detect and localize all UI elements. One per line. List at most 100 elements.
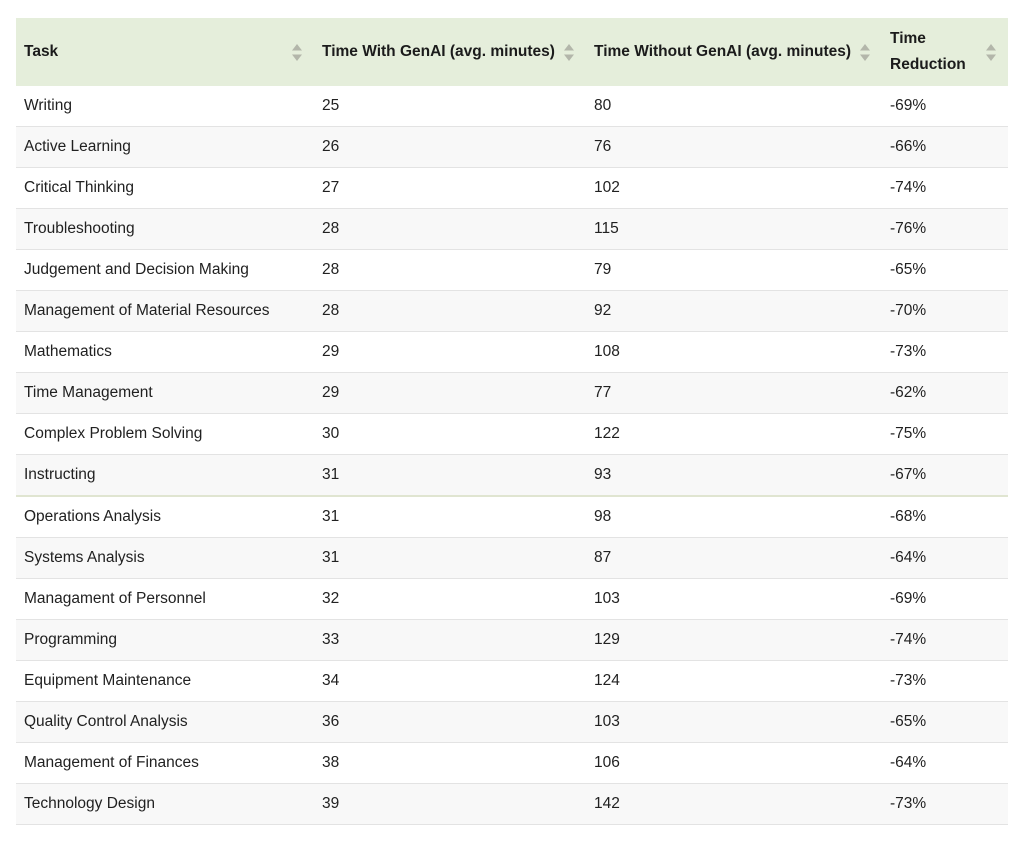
cell-without-genai: 76: [586, 126, 882, 168]
cell-task: Active Learning: [16, 126, 314, 168]
column-header-task[interactable]: Task: [16, 18, 314, 86]
cell-with-genai: 31: [314, 537, 586, 579]
cell-with-genai: 31: [314, 454, 586, 497]
cell-with-genai: 33: [314, 619, 586, 661]
cell-without-genai: 103: [586, 578, 882, 620]
table-header: Task Time With GenAI (avg. minutes): [16, 18, 1008, 86]
sort-arrows-icon[interactable]: [564, 43, 574, 61]
cell-with-genai: 25: [314, 86, 586, 127]
cell-reduction: -64%: [882, 742, 1008, 784]
cell-task: Writing: [16, 86, 314, 127]
table-row: Time Management 29 77 -62%: [16, 372, 1008, 414]
table-row: Troubleshooting 28 115 -76%: [16, 208, 1008, 250]
cell-task: Operations Analysis: [16, 496, 314, 538]
cell-without-genai: 87: [586, 537, 882, 579]
column-header-time-with-genai[interactable]: Time With GenAI (avg. minutes): [314, 18, 586, 86]
cell-without-genai: 142: [586, 783, 882, 825]
column-header-label: Time Reduction: [890, 30, 966, 73]
cell-without-genai: 92: [586, 290, 882, 332]
sort-arrows-icon[interactable]: [860, 43, 870, 61]
cell-reduction: -76%: [882, 208, 1008, 250]
cell-reduction: -68%: [882, 496, 1008, 538]
cell-without-genai: 106: [586, 742, 882, 784]
cell-reduction: -69%: [882, 86, 1008, 127]
cell-task: Systems Analysis: [16, 537, 314, 579]
table-row: Instructing 31 93 -67%: [16, 454, 1008, 497]
cell-without-genai: 98: [586, 496, 882, 538]
sort-arrows-icon[interactable]: [986, 43, 996, 61]
cell-reduction: -74%: [882, 619, 1008, 661]
cell-reduction: -73%: [882, 783, 1008, 825]
cell-task: Technology Design: [16, 783, 314, 825]
cell-without-genai: 102: [586, 167, 882, 209]
column-header-label: Task: [24, 43, 59, 60]
cell-with-genai: 32: [314, 578, 586, 620]
cell-task: Troubleshooting: [16, 208, 314, 250]
cell-reduction: -75%: [882, 413, 1008, 455]
cell-with-genai: 36: [314, 701, 586, 743]
cell-with-genai: 28: [314, 290, 586, 332]
cell-reduction: -74%: [882, 167, 1008, 209]
column-header-label: Time With GenAI (avg. minutes): [322, 43, 555, 60]
table-row: Quality Control Analysis 36 103 -65%: [16, 701, 1008, 743]
table-row: Equipment Maintenance 34 124 -73%: [16, 660, 1008, 702]
cell-with-genai: 31: [314, 496, 586, 538]
column-header-time-reduction[interactable]: Time Reduction: [882, 18, 1008, 86]
column-header-time-without-genai[interactable]: Time Without GenAI (avg. minutes): [586, 18, 882, 86]
table-row: Management of Finances 38 106 -64%: [16, 742, 1008, 784]
cell-reduction: -67%: [882, 454, 1008, 497]
cell-with-genai: 27: [314, 167, 586, 209]
table-row: Programming 33 129 -74%: [16, 619, 1008, 661]
cell-without-genai: 108: [586, 331, 882, 373]
cell-without-genai: 103: [586, 701, 882, 743]
cell-reduction: -64%: [882, 537, 1008, 579]
cell-reduction: -73%: [882, 331, 1008, 373]
cell-task: Equipment Maintenance: [16, 660, 314, 702]
cell-with-genai: 39: [314, 783, 586, 825]
cell-task: Managament of Personnel: [16, 578, 314, 620]
cell-with-genai: 26: [314, 126, 586, 168]
cell-task: Management of Material Resources: [16, 290, 314, 332]
table-row: Complex Problem Solving 30 122 -75%: [16, 413, 1008, 455]
table-row: Judgement and Decision Making 28 79 -65%: [16, 249, 1008, 291]
table-row: Mathematics 29 108 -73%: [16, 331, 1008, 373]
cell-with-genai: 30: [314, 413, 586, 455]
data-table-widget: Task Time With GenAI (avg. minutes): [16, 18, 1008, 825]
cell-with-genai: 29: [314, 372, 586, 414]
cell-with-genai: 29: [314, 331, 586, 373]
task-time-table: Task Time With GenAI (avg. minutes): [16, 18, 1008, 825]
column-header-label: Time Without GenAI (avg. minutes): [594, 43, 852, 60]
cell-without-genai: 115: [586, 208, 882, 250]
sort-arrows-icon[interactable]: [292, 43, 302, 61]
cell-task: Instructing: [16, 454, 314, 497]
cell-without-genai: 77: [586, 372, 882, 414]
cell-without-genai: 79: [586, 249, 882, 291]
cell-without-genai: 80: [586, 86, 882, 127]
cell-with-genai: 28: [314, 249, 586, 291]
cell-task: Quality Control Analysis: [16, 701, 314, 743]
table-body: Writing 25 80 -69% Active Learning 26 76 -66% Cr…: [16, 86, 1008, 825]
cell-task: Time Management: [16, 372, 314, 414]
table-row: Managament of Personnel 32 103 -69%: [16, 578, 1008, 620]
cell-reduction: -66%: [882, 126, 1008, 168]
cell-with-genai: 34: [314, 660, 586, 702]
cell-without-genai: 129: [586, 619, 882, 661]
table-row: Systems Analysis 31 87 -64%: [16, 537, 1008, 579]
cell-without-genai: 93: [586, 454, 882, 497]
cell-task: Complex Problem Solving: [16, 413, 314, 455]
table-row: Writing 25 80 -69%: [16, 86, 1008, 127]
cell-without-genai: 124: [586, 660, 882, 702]
cell-task: Mathematics: [16, 331, 314, 373]
cell-task: Management of Finances: [16, 742, 314, 784]
cell-task: Programming: [16, 619, 314, 661]
cell-reduction: -70%: [882, 290, 1008, 332]
table-row: Operations Analysis 31 98 -68%: [16, 496, 1008, 538]
table-row: Management of Material Resources 28 92 -70%: [16, 290, 1008, 332]
header-row: Task Time With GenAI (avg. minutes): [16, 18, 1008, 86]
cell-reduction: -65%: [882, 249, 1008, 291]
table-row: Active Learning 26 76 -66%: [16, 126, 1008, 168]
cell-reduction: -73%: [882, 660, 1008, 702]
cell-with-genai: 28: [314, 208, 586, 250]
table-row: Technology Design 39 142 -73%: [16, 783, 1008, 825]
cell-task: Judgement and Decision Making: [16, 249, 314, 291]
